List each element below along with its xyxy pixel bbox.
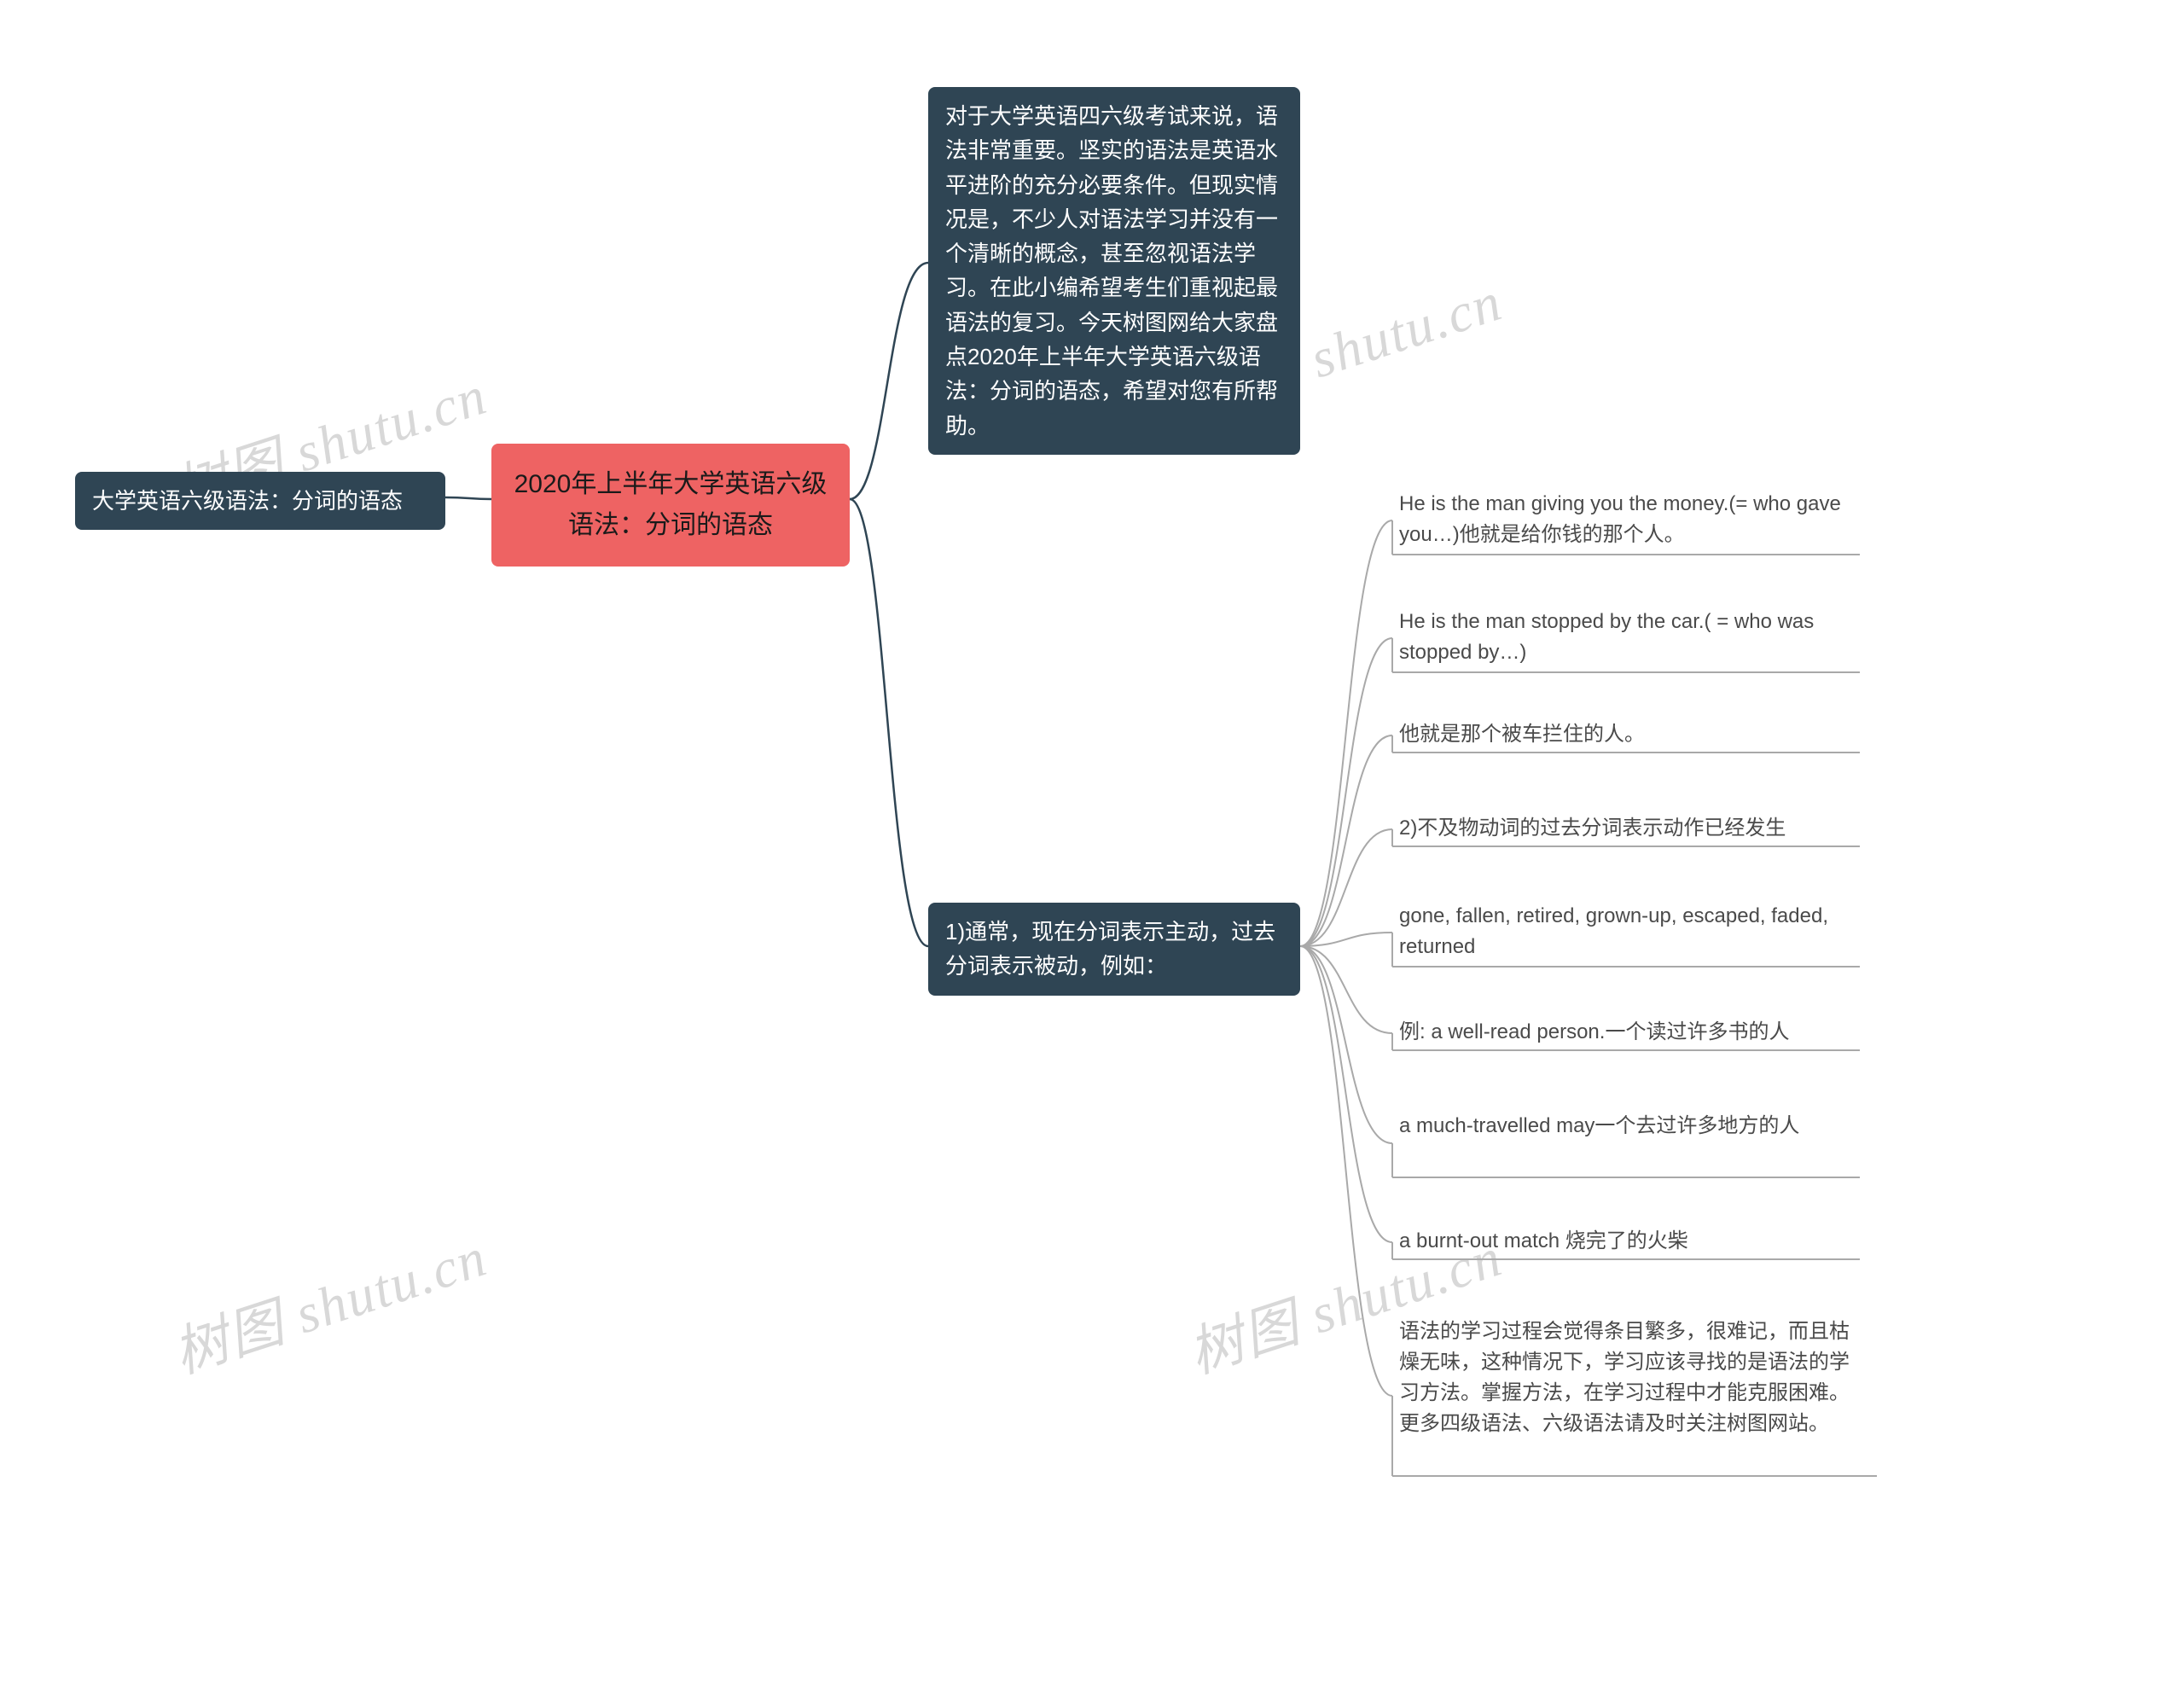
leaf-item: 他就是那个被车拦住的人。 bbox=[1399, 719, 1843, 750]
leaf-item: He is the man stopped by the car.( = who… bbox=[1399, 607, 1860, 668]
leaf-item: He is the man giving you the money.(= wh… bbox=[1399, 489, 1851, 550]
leaf-item: a burnt-out match 烧完了的火柴 bbox=[1399, 1226, 1843, 1257]
leaf-item: 语法的学习过程会觉得条目繁多，很难记，而且枯燥无味，这种情况下，学习应该寻找的是… bbox=[1399, 1316, 1860, 1439]
node-point1: 1)通常，现在分词表示主动，过去分词表示被动，例如： bbox=[928, 903, 1300, 996]
leaf-item: gone, fallen, retired, grown-up, escaped… bbox=[1399, 901, 1843, 962]
node-left-child: 大学英语六级语法：分词的语态 bbox=[75, 472, 445, 530]
node-root: 2020年上半年大学英语六级语法：分词的语态 bbox=[491, 444, 850, 567]
watermark: 树图 shutu.cn bbox=[162, 1213, 496, 1388]
node-intro: 对于大学英语四六级考试来说，语法非常重要。坚实的语法是英语水平进阶的充分必要条件… bbox=[928, 87, 1300, 455]
leaf-item: a much-travelled may一个去过许多地方的人 bbox=[1399, 1111, 1843, 1142]
leaf-item: 2)不及物动词的过去分词表示动作已经发生 bbox=[1399, 813, 1843, 844]
leaf-item: 例: a well-read person.一个读过许多书的人 bbox=[1399, 1017, 1843, 1048]
